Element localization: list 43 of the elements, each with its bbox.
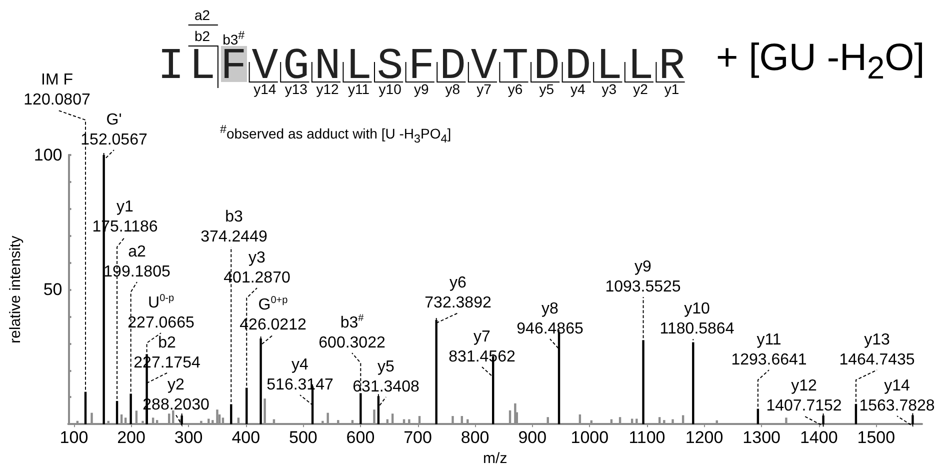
x-tick-label: 200 (117, 428, 146, 448)
x-tick-label: 500 (288, 428, 318, 448)
bar (116, 400, 118, 424)
x-tick-label: 1200 (685, 428, 724, 448)
bar (246, 388, 248, 424)
x-tick-label: 1300 (742, 428, 780, 448)
annotation: y9 1093.5525 (605, 258, 681, 296)
annotation: y5 631.3408 (352, 358, 420, 396)
x-tick-label: 400 (232, 428, 260, 448)
chart-subtitle: + [GU -H$_{2}$O] (716, 36, 925, 88)
bar (360, 393, 362, 424)
text: a2 (194, 6, 212, 24)
bar (692, 342, 694, 424)
x-tick-label: 1000 (570, 428, 609, 448)
y-tick-label: 50 (43, 280, 62, 300)
annotation: G' 152.0567 (80, 112, 148, 148)
annotation: y3 401.2870 (224, 250, 290, 286)
annotation: y7 831.4562 (448, 328, 516, 366)
annotation: y6 732.3892 (424, 274, 492, 312)
x-tick-label: 1400 (800, 428, 838, 448)
x-axis-title: m/z (483, 450, 508, 467)
x-tick-label: 1100 (628, 428, 666, 448)
bar (230, 404, 232, 424)
bar (642, 340, 644, 424)
text: b2 (194, 27, 212, 45)
annotation: IM F 120.0807 (24, 72, 90, 108)
x-tick-label: 1500 (857, 428, 896, 448)
annotation: y4 516.3147 (266, 356, 334, 394)
annotation: y13 1464.7435 (839, 332, 915, 368)
text: $^{#}$observed as adduct with [U -H$_{3}$PO$_{4}$] (220, 122, 452, 148)
bar (130, 394, 132, 424)
x-tick-label: 700 (404, 428, 432, 448)
bar (854, 404, 858, 424)
bar (84, 392, 87, 424)
x-tick-label: 300 (174, 428, 203, 448)
x-tick-label: 800 (460, 428, 490, 448)
y-axis-title: relative intensity (7, 235, 24, 344)
x-tick-label: 100 (60, 428, 88, 448)
annotation: y14 1563.7828 (859, 378, 935, 414)
x-tick-label: 600 (346, 428, 375, 448)
annotation: y8 946.4865 (516, 300, 584, 338)
annotation: y12 1407.7152 (766, 378, 842, 414)
x-tick-label: 900 (518, 428, 547, 448)
